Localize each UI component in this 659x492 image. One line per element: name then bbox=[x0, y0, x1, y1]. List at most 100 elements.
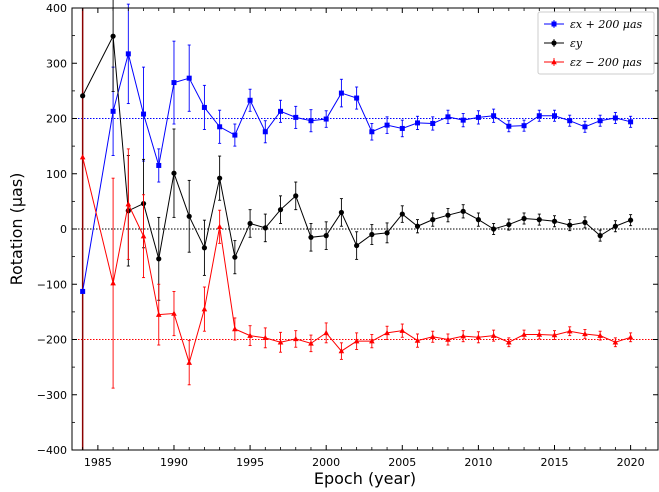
data-point bbox=[506, 221, 512, 228]
legend-marker bbox=[551, 40, 557, 46]
data-point bbox=[247, 220, 253, 227]
y-tick-label: −300 bbox=[37, 389, 67, 402]
data-point bbox=[293, 193, 299, 199]
legend-label: εz − 200 μas bbox=[570, 56, 642, 69]
data-point bbox=[155, 311, 162, 317]
data-point bbox=[551, 113, 557, 119]
data-point bbox=[110, 33, 116, 39]
data-point bbox=[536, 217, 542, 223]
data-point bbox=[491, 226, 497, 232]
data-point bbox=[323, 329, 329, 336]
data-point bbox=[232, 326, 238, 332]
series-line-2 bbox=[82, 157, 631, 365]
data-point bbox=[171, 170, 177, 176]
data-point bbox=[475, 334, 482, 340]
data-point bbox=[536, 113, 542, 119]
legend-marker bbox=[551, 21, 557, 27]
data-point bbox=[247, 332, 253, 338]
data-point bbox=[384, 329, 390, 336]
data-point bbox=[521, 215, 527, 222]
data-point bbox=[582, 219, 588, 225]
x-tick-label: 2015 bbox=[540, 456, 568, 469]
data-point bbox=[566, 328, 573, 334]
data-point bbox=[369, 338, 375, 344]
data-point bbox=[262, 334, 269, 341]
data-point bbox=[277, 339, 284, 345]
data-point bbox=[582, 330, 588, 337]
data-point bbox=[186, 213, 192, 219]
legend-marker bbox=[551, 59, 557, 65]
data-point bbox=[414, 337, 421, 343]
y-tick-label: 100 bbox=[46, 168, 67, 181]
data-point bbox=[338, 90, 344, 96]
data-point bbox=[217, 175, 223, 181]
data-point bbox=[308, 118, 314, 124]
y-tick-label: 400 bbox=[46, 2, 67, 15]
data-point bbox=[323, 116, 329, 122]
data-point bbox=[521, 331, 527, 337]
data-point bbox=[186, 75, 192, 81]
data-point bbox=[80, 93, 86, 99]
data-point bbox=[156, 162, 162, 168]
series-0 bbox=[80, 3, 634, 294]
legend: εx + 200 μas εy εz − 200 μas bbox=[537, 11, 655, 75]
y-tick-label: −200 bbox=[37, 334, 67, 347]
data-point bbox=[399, 125, 405, 131]
data-point bbox=[460, 117, 466, 123]
data-point bbox=[506, 339, 512, 345]
y-tick-label: −400 bbox=[37, 444, 67, 457]
y-axis-title: Rotation (μas) bbox=[7, 173, 26, 286]
data-point bbox=[125, 51, 131, 57]
data-point bbox=[140, 233, 147, 239]
x-axis: 1985 1990 1995 2000 2005 2010 2015 2020 bbox=[82, 8, 647, 469]
data-point bbox=[460, 333, 466, 339]
data-point bbox=[612, 223, 618, 229]
data-point bbox=[399, 211, 405, 217]
data-point bbox=[430, 217, 436, 223]
y-axis: −400 −300 −200 −100 0 100 200 300 400 bbox=[37, 2, 658, 457]
x-tick-label: 2010 bbox=[464, 456, 492, 469]
data-point bbox=[628, 119, 634, 125]
data-point bbox=[536, 331, 543, 337]
data-point bbox=[110, 108, 116, 114]
data-point bbox=[110, 280, 116, 286]
x-tick-label: 2000 bbox=[312, 456, 340, 469]
y-tick-label: 300 bbox=[46, 57, 67, 70]
data-point bbox=[612, 339, 619, 345]
reference-lines bbox=[72, 8, 658, 450]
data-point bbox=[399, 327, 406, 333]
data-point bbox=[567, 118, 573, 124]
data-point bbox=[354, 242, 360, 249]
data-point bbox=[460, 208, 466, 214]
legend-entry: εy bbox=[544, 37, 583, 50]
data-point bbox=[292, 335, 299, 342]
x-axis-title: Epoch (year) bbox=[314, 469, 416, 488]
data-point bbox=[414, 223, 421, 229]
data-point bbox=[597, 118, 603, 124]
x-tick-label: 1985 bbox=[84, 456, 112, 469]
data-point bbox=[384, 230, 390, 236]
data-point bbox=[338, 348, 345, 354]
data-point bbox=[490, 332, 497, 338]
data-point bbox=[491, 113, 497, 119]
data-point bbox=[567, 222, 573, 228]
series-2 bbox=[79, 148, 634, 389]
data-point bbox=[216, 223, 223, 229]
data-point bbox=[293, 114, 299, 120]
data-point bbox=[156, 256, 162, 262]
data-point bbox=[551, 332, 558, 338]
legend-label: εx + 200 μas bbox=[570, 18, 643, 31]
legend-entry: εx + 200 μas bbox=[544, 18, 643, 31]
legend-box bbox=[537, 11, 655, 75]
data-point bbox=[415, 120, 421, 126]
data-point bbox=[612, 115, 618, 121]
data-point bbox=[628, 217, 634, 223]
data-point bbox=[80, 288, 86, 294]
data-point bbox=[430, 120, 436, 126]
data-point bbox=[186, 359, 192, 365]
data-point bbox=[445, 114, 451, 120]
data-point bbox=[353, 338, 360, 344]
data-point bbox=[262, 225, 268, 231]
data-point bbox=[323, 233, 329, 239]
series-line-0 bbox=[82, 51, 631, 292]
